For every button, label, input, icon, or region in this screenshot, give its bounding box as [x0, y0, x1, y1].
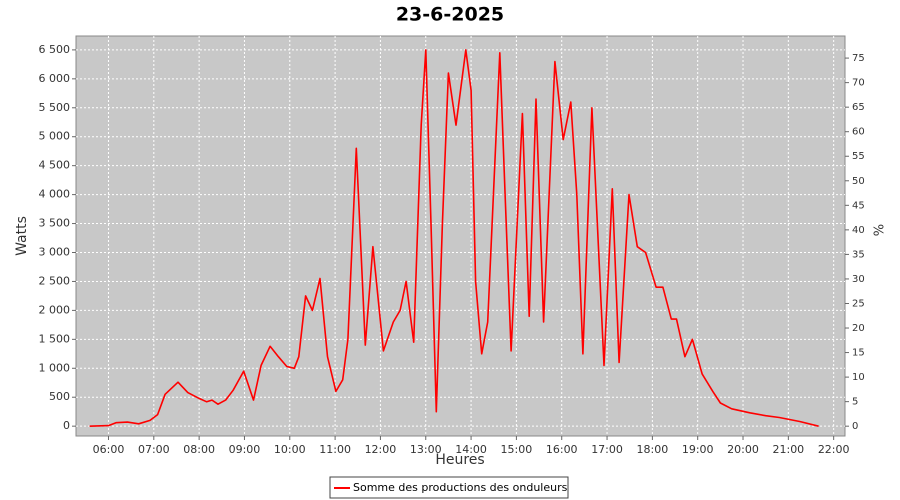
- y-tick-label: 4 000: [39, 188, 71, 201]
- chart-title: 23-6-2025: [396, 4, 504, 26]
- y2-tick-label: 35: [852, 249, 865, 260]
- plot-area: [75, 35, 846, 437]
- y2-tick-label: 70: [852, 78, 865, 89]
- data-line: [89, 49, 819, 427]
- x-tick-label: 08:00: [183, 443, 215, 456]
- x-tick-label: 19:00: [682, 443, 714, 456]
- y2-tick-label: 65: [852, 102, 865, 113]
- x-tick-label: 11:00: [319, 443, 351, 456]
- y2-tick-label: 55: [852, 151, 865, 162]
- y2-tick-label: 15: [852, 348, 865, 359]
- y2-tick-label: 25: [852, 298, 865, 309]
- y-tick-label: 4 500: [39, 159, 71, 172]
- y2-tick-label: 45: [852, 200, 865, 211]
- y2-tick-label: 60: [852, 127, 865, 138]
- x-tick-label: 18:00: [637, 443, 669, 456]
- y-tick-label: 500: [49, 390, 70, 403]
- x-tick-label: 22:00: [818, 443, 850, 456]
- y-tick-label: 6 500: [39, 43, 71, 56]
- y2-tick-label: 30: [852, 274, 865, 285]
- legend-label: Somme des productions des onduleurs: [353, 481, 568, 494]
- y-tick-label: 5 500: [39, 101, 71, 114]
- y-tick-label: 2 500: [39, 274, 71, 287]
- y-tick-label: 3 000: [39, 245, 71, 258]
- y-tick-label: 6 000: [39, 72, 71, 85]
- legend-box: [329, 476, 569, 499]
- x-tick-label: 17:00: [591, 443, 623, 456]
- y-tick-label: 3 500: [39, 217, 71, 230]
- y-tick-label: 1 500: [39, 332, 71, 345]
- legend: Somme des productions des onduleurs: [329, 476, 569, 499]
- y2-axis-label: %: [873, 224, 888, 236]
- x-tick-label: 10:00: [274, 443, 306, 456]
- y-tick-label: 0: [63, 419, 70, 432]
- x-tick-label: 12:00: [365, 443, 397, 456]
- y2-tick-label: 20: [852, 323, 865, 334]
- y-tick-label: 1 000: [39, 361, 71, 374]
- x-axis-label: Heures: [435, 452, 484, 468]
- y-axis-label: Watts: [14, 216, 30, 256]
- y-tick-label: 5 000: [39, 130, 71, 143]
- x-tick-label: 15:00: [501, 443, 533, 456]
- y2-tick-label: 5: [852, 397, 858, 408]
- y2-tick-label: 75: [852, 53, 865, 64]
- x-tick-label: 06:00: [93, 443, 125, 456]
- y2-tick-label: 40: [852, 225, 865, 236]
- x-tick-label: 13:00: [410, 443, 442, 456]
- x-tick-label: 14:00: [455, 443, 487, 456]
- y2-tick-label: 50: [852, 176, 865, 187]
- y2-tick-label: 10: [852, 372, 865, 383]
- x-tick-label: 09:00: [229, 443, 261, 456]
- x-tick-label: 16:00: [546, 443, 578, 456]
- x-tick-label: 21:00: [772, 443, 804, 456]
- y-tick-label: 2 000: [39, 303, 71, 316]
- x-tick-label: 20:00: [727, 443, 759, 456]
- y2-tick-label: 0: [852, 421, 858, 432]
- x-tick-label: 07:00: [138, 443, 170, 456]
